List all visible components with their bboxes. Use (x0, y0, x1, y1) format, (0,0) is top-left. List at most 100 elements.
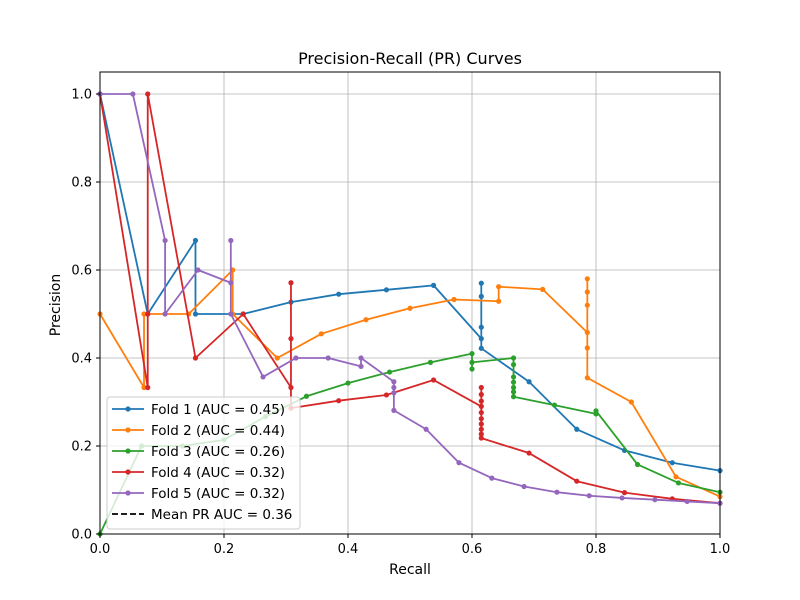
data-point (162, 237, 168, 244)
legend-box (106, 396, 301, 530)
data-point (141, 384, 147, 391)
chart-title: Precision-Recall (PR) Curves (298, 49, 522, 68)
data-point (551, 402, 558, 408)
data-point (478, 426, 484, 432)
data-point (510, 384, 517, 391)
data-point (521, 483, 527, 490)
data-point (336, 398, 342, 404)
legend-item: Fold 1 (AUC = 0.45) (112, 402, 285, 418)
legend-marker (125, 469, 131, 475)
series-fold-4 (97, 91, 723, 506)
data-point (510, 355, 517, 361)
data-point (684, 498, 690, 505)
data-point (489, 475, 495, 481)
data-point (478, 384, 484, 391)
data-point (345, 380, 351, 386)
data-point (584, 329, 590, 336)
data-point (456, 460, 462, 466)
legend-label: Fold 2 (AUC = 0.44) (151, 423, 285, 439)
y-axis-label: Precision (48, 274, 64, 336)
data-point (584, 302, 590, 308)
data-point (478, 324, 484, 330)
data-point (469, 351, 475, 357)
data-point (675, 480, 682, 486)
data-point (423, 426, 429, 432)
data-point (478, 403, 484, 409)
plot-frame (99, 71, 721, 535)
data-point (673, 474, 679, 480)
data-point (383, 392, 390, 398)
data-point (621, 490, 628, 496)
data-point (496, 298, 502, 304)
data-point (652, 497, 658, 503)
legend-item: Mean PR AUC = 0.36 (112, 507, 292, 523)
ticks: 0.0 0.2 0.4 0.6 0.8 1.0 0.0 0.2 0.4 0.6 0.8 1.0 (71, 88, 730, 558)
data-point (574, 426, 580, 432)
data-point (303, 393, 310, 399)
legend-label: Fold 1 (AUC = 0.45) (151, 402, 285, 418)
legend-label: Fold 5 (AUC = 0.32) (151, 486, 285, 502)
legend-label: Fold 3 (AUC = 0.26) (151, 444, 285, 460)
data-point (478, 421, 484, 427)
data-point (391, 384, 397, 391)
data-point (574, 478, 580, 484)
data-point (478, 336, 484, 342)
legend-item: Fold 2 (AUC = 0.44) (112, 423, 285, 439)
data-point (584, 289, 590, 295)
data-point (510, 379, 517, 385)
x-axis-label: Recall (389, 562, 431, 578)
data-point (288, 384, 294, 391)
data-point (192, 311, 199, 317)
data-point (526, 450, 532, 456)
data-point (427, 359, 434, 365)
data-point (469, 366, 475, 372)
data-point (430, 282, 437, 288)
y-tick-label: 0.4 (71, 352, 92, 367)
data-point (195, 267, 201, 273)
data-point (526, 379, 532, 385)
legend-marker (125, 406, 131, 412)
legend-label: Fold 4 (AUC = 0.32) (151, 465, 285, 481)
data-point (192, 237, 199, 244)
data-point (228, 280, 234, 286)
y-tick-label: 1.0 (71, 88, 92, 103)
data-point (628, 399, 634, 405)
legend-label: Mean PR AUC = 0.36 (151, 507, 292, 523)
series-fold-5 (97, 91, 723, 506)
data-point (478, 391, 484, 398)
legend-item: Fold 4 (AUC = 0.32) (112, 465, 285, 481)
data-point (669, 460, 675, 466)
data-point (430, 377, 437, 383)
data-point (478, 293, 484, 299)
data-point (478, 431, 484, 437)
data-point (554, 489, 560, 495)
data-point (145, 311, 151, 317)
data-point (274, 355, 280, 361)
data-point (469, 359, 475, 365)
data-point (478, 416, 484, 422)
data-point (363, 317, 369, 323)
data-point (478, 409, 484, 416)
data-point (288, 336, 294, 342)
data-point (593, 408, 599, 414)
legend-marker (125, 427, 131, 433)
data-point (584, 276, 590, 282)
data-point (478, 435, 484, 441)
data-point (325, 355, 331, 361)
data-point (391, 407, 397, 413)
data-point (145, 91, 151, 97)
data-point (584, 375, 590, 381)
y-tick-label: 0.2 (71, 440, 92, 455)
data-point (228, 311, 234, 317)
data-point (619, 495, 625, 501)
data-point (510, 394, 517, 400)
data-point (386, 369, 393, 375)
data-point (162, 311, 168, 317)
x-tick-label: 1.0 (710, 542, 731, 557)
legend-item: Fold 5 (AUC = 0.32) (112, 486, 285, 502)
data-point (634, 461, 641, 468)
data-point (145, 384, 151, 391)
y-tick-label: 0.6 (71, 264, 92, 279)
data-point (478, 345, 484, 351)
